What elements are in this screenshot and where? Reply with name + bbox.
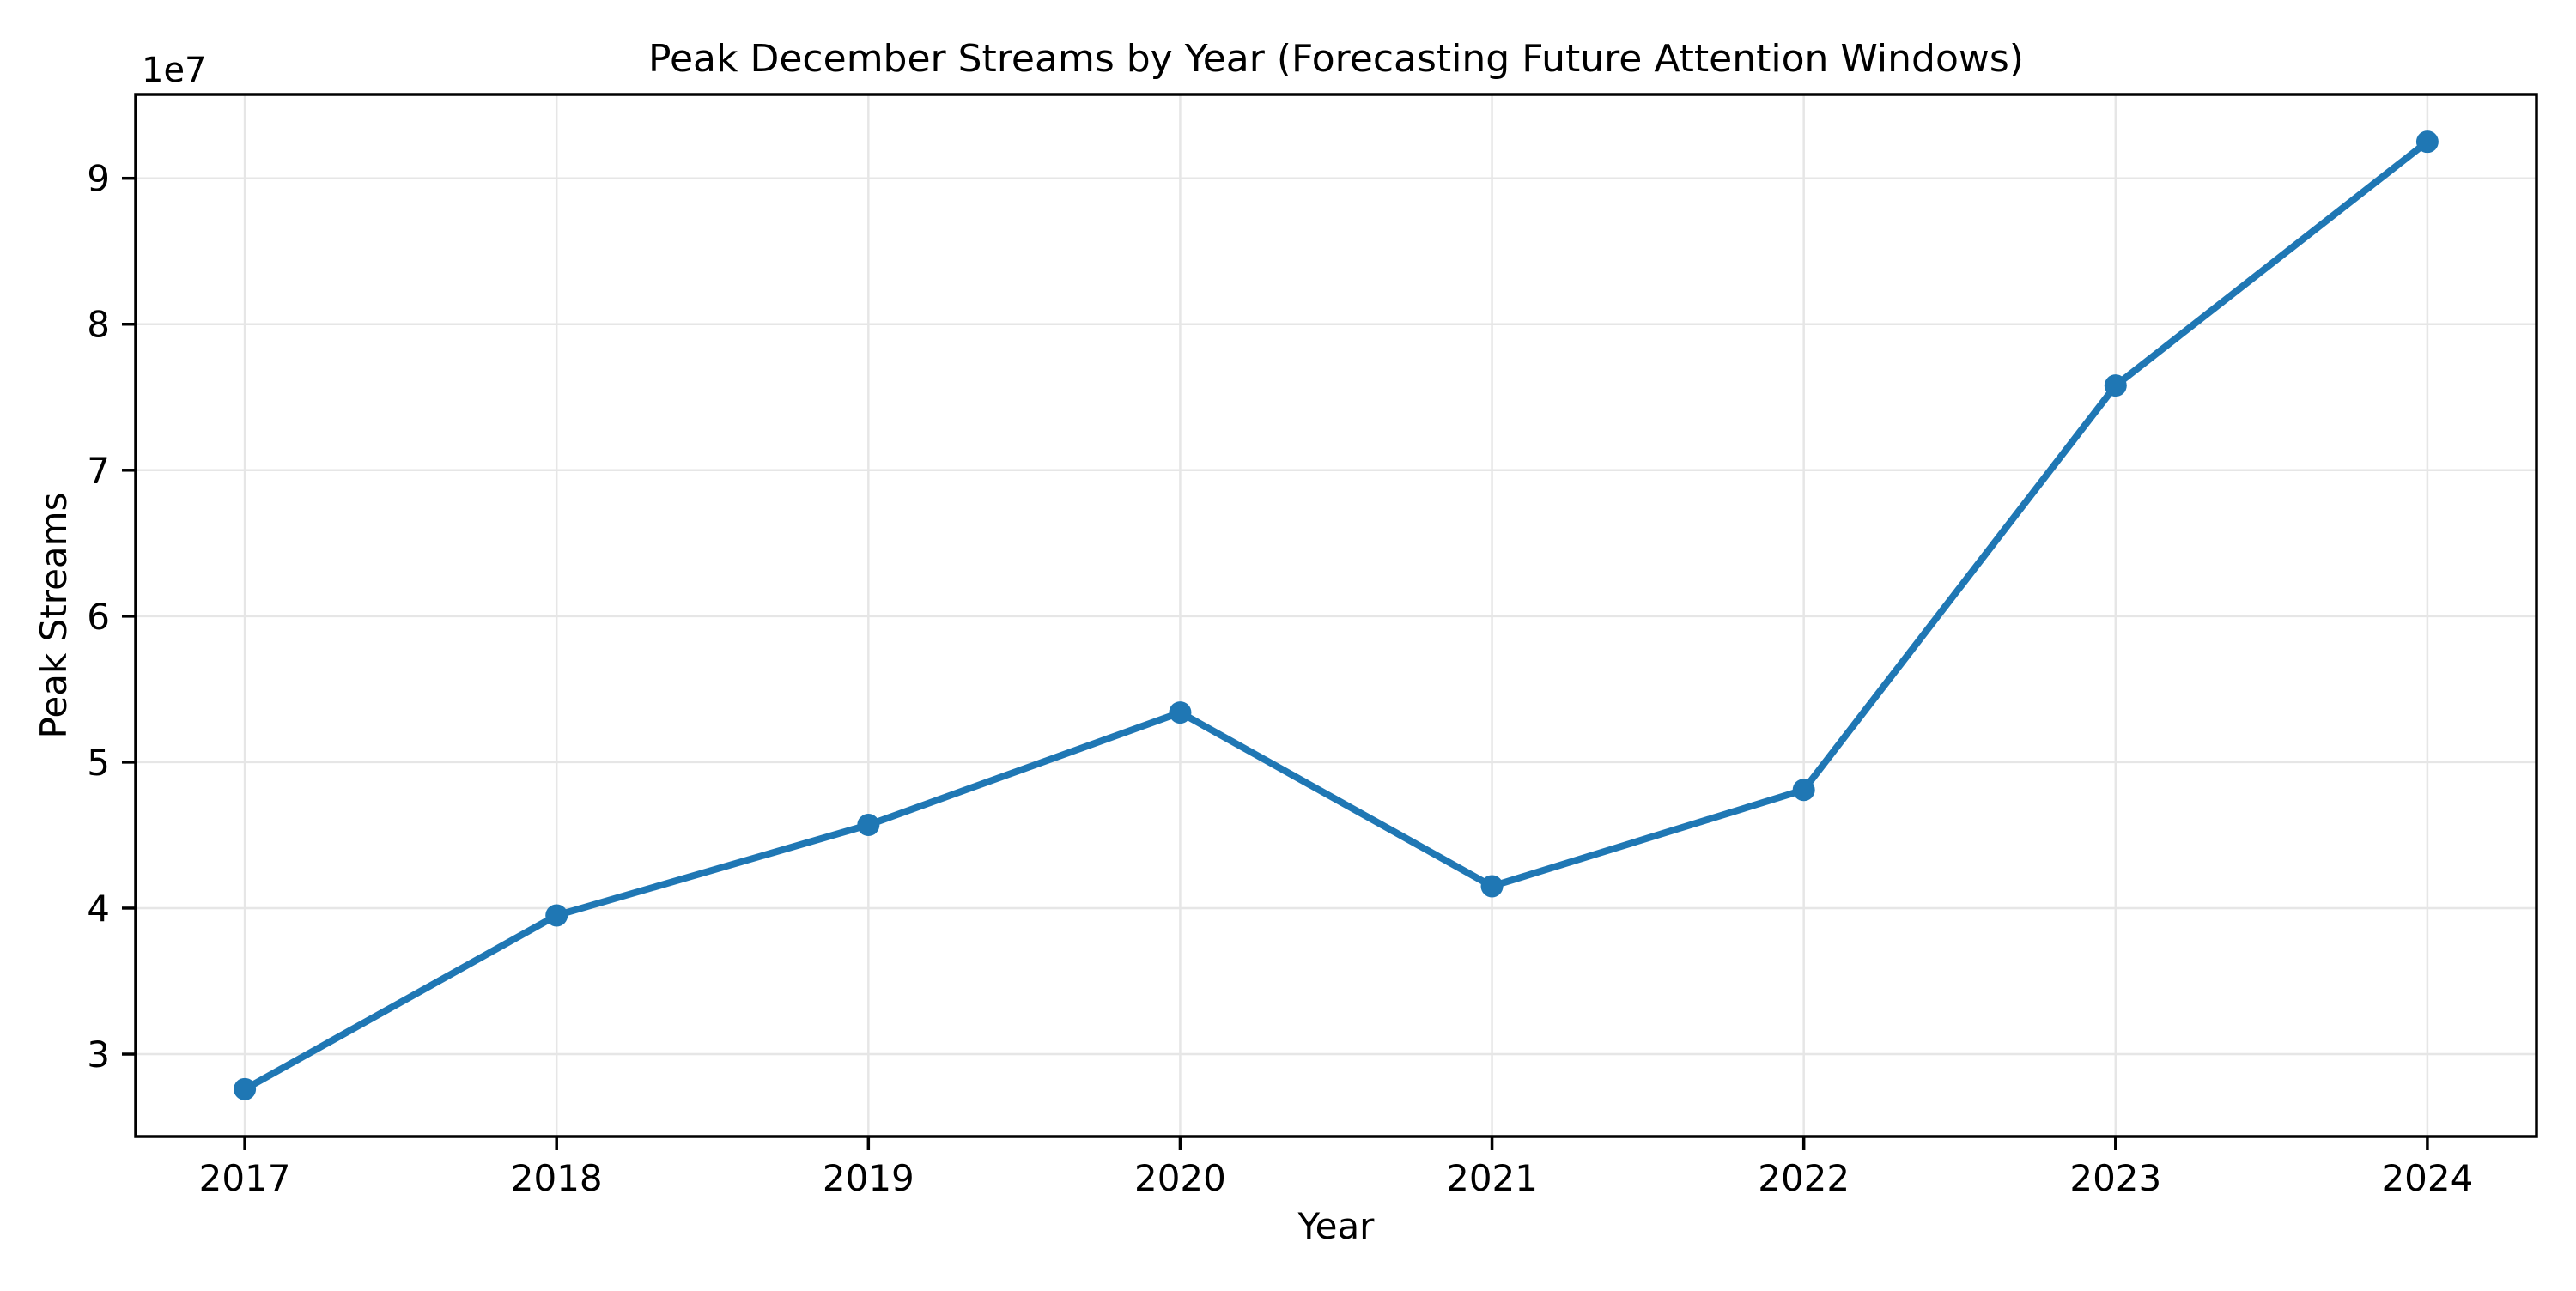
data-point-marker [2415,130,2439,154]
x-tick-label: 2024 [2381,1157,2473,1199]
data-point-marker [1792,779,1815,802]
x-tick-label: 2023 [2069,1157,2161,1199]
data-point-marker [234,1077,257,1100]
y-tick-label: 6 [87,596,110,638]
x-tick-label: 2021 [1446,1157,1538,1199]
data-point-marker [545,904,568,927]
y-tick-label: 9 [87,158,110,200]
x-axis-label: Year [1297,1205,1376,1247]
chart-title: Peak December Streams by Year (Forecasti… [648,37,2024,81]
y-tick-label: 3 [87,1033,110,1076]
x-tick-label: 2022 [1758,1157,1850,1199]
x-tick-label: 2019 [823,1157,914,1199]
y-tick-label: 7 [87,450,110,492]
y-tick-label: 8 [87,304,110,346]
data-point-marker [857,814,880,837]
y-tick-label: 5 [87,742,110,784]
data-point-marker [2104,374,2127,397]
y-axis-label: Peak Streams [33,493,75,739]
tick-labels-layer: 2017 2018 2019 2020 2021 2022 2023 2024 3 4 5 6 7 8 9 [87,158,2473,1199]
y-axis-offset-label: 1e7 [142,51,207,90]
data-point-marker [1480,875,1504,898]
axes-layer [122,93,2538,1150]
data-series-layer [234,130,2439,1100]
data-point-marker [1169,701,1192,724]
y-tick-label: 4 [87,888,110,930]
x-tick-label: 2017 [199,1157,291,1199]
x-tick-label: 2018 [511,1157,603,1199]
series-line [241,138,2431,1093]
gridlines-layer [136,94,2537,1136]
x-tick-label: 2020 [1134,1157,1226,1199]
